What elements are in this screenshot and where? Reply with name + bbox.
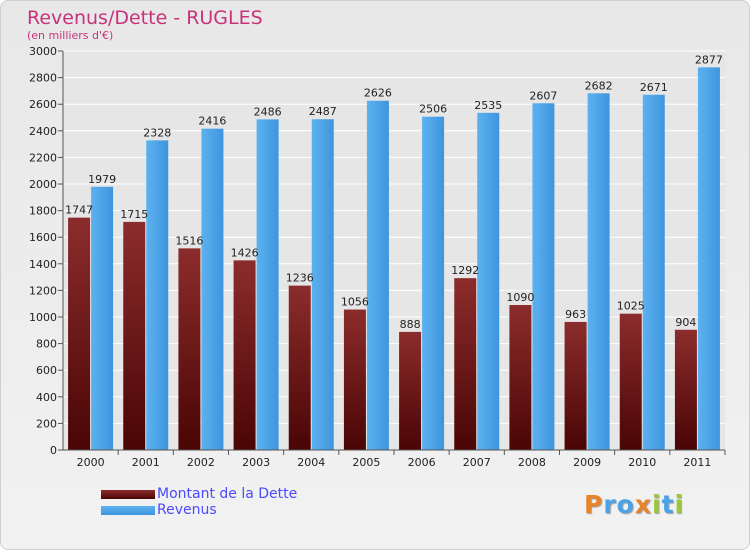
value-label-revenus: 2626 [364, 87, 392, 100]
x-tick-label: 2011 [683, 456, 711, 469]
legend-swatch-revenus [101, 506, 155, 515]
y-tick-label: 600 [36, 364, 57, 377]
x-tick-label: 2003 [242, 456, 270, 469]
bar-revenus [201, 128, 224, 450]
y-tick-label: 1800 [29, 205, 57, 218]
bars-group [68, 67, 720, 451]
x-tick-label: 2002 [187, 456, 215, 469]
plot-background [63, 51, 725, 450]
value-label-dette: 904 [675, 316, 696, 329]
y-tick-label: 1400 [29, 258, 57, 271]
bar-revenus [422, 116, 445, 451]
bar-revenus [587, 93, 610, 450]
x-tick-label: 2000 [77, 456, 105, 469]
value-label-revenus: 2416 [198, 115, 226, 128]
logo-letter: P [584, 490, 604, 519]
logo-letter: i [652, 490, 662, 519]
bar-dette [123, 221, 146, 450]
bar-revenus [697, 67, 720, 450]
bar-dette [619, 313, 642, 450]
bar-revenus [146, 140, 169, 450]
y-tick-label: 2200 [29, 151, 57, 164]
y-tick-label: 0 [50, 444, 57, 457]
value-label-revenus: 2328 [143, 126, 171, 139]
y-tick-label: 800 [36, 338, 57, 351]
x-tick-label: 2006 [408, 456, 436, 469]
logo-letter: r [603, 490, 617, 519]
chart-subtitle: (en milliers d'€) [27, 29, 114, 42]
plot-area [63, 51, 725, 450]
y-tick-label: 1000 [29, 311, 57, 324]
logo-letter: x [634, 490, 652, 519]
bar-dette [288, 285, 311, 450]
y-tick-label: 2800 [29, 72, 57, 85]
bar-dette [509, 305, 532, 450]
bar-dette [68, 217, 91, 450]
bar-revenus [311, 119, 334, 450]
proxiti-logo: Proxiti [584, 490, 684, 519]
value-label-dette: 1747 [65, 204, 93, 217]
logo-letter: i [674, 490, 685, 519]
x-tick-label: 2009 [573, 456, 601, 469]
x-tick-label: 2007 [463, 456, 491, 469]
value-label-revenus: 2682 [585, 79, 613, 92]
value-label-dette: 1025 [617, 300, 645, 313]
bar-revenus [366, 100, 389, 450]
bar-revenus [532, 103, 555, 451]
value-label-dette: 1516 [175, 234, 203, 247]
y-tick-label: 2400 [29, 125, 57, 138]
y-tick-label: 200 [36, 417, 57, 430]
value-label-revenus: 2506 [419, 103, 447, 116]
y-tick-label: 2600 [29, 98, 57, 111]
bar-revenus [91, 186, 114, 450]
bar-dette [178, 248, 201, 450]
value-label-dette: 1056 [341, 296, 369, 309]
x-tick-label: 2010 [628, 456, 656, 469]
bar-dette [343, 309, 366, 450]
x-tick-label: 2008 [518, 456, 546, 469]
legend-swatch-dette [101, 490, 155, 499]
value-label-revenus: 1979 [88, 173, 116, 186]
value-label-dette: 1715 [120, 208, 148, 221]
bar-revenus [477, 112, 500, 450]
x-tick-label: 2001 [132, 456, 160, 469]
value-labels: 1747 1979 1715 2328 1516 2416 1426 2486 1236 2487… [65, 53, 723, 331]
bar-revenus [642, 94, 665, 450]
logo-letter: t [661, 490, 675, 519]
y-tick-label: 400 [36, 391, 57, 404]
bar-revenus [256, 119, 279, 450]
bar-dette [399, 331, 422, 450]
y-tick-label: 1200 [29, 284, 57, 297]
y-tick-label: 3000 [29, 45, 57, 58]
axes: 0 200 400 600 800 1000 1200 1400 1600 1800 2000 220… [29, 45, 726, 469]
value-label-revenus: 2487 [309, 105, 337, 118]
value-label-dette: 1236 [286, 272, 314, 285]
logo-letter: o [616, 490, 635, 519]
value-label-revenus: 2607 [529, 89, 557, 102]
legend-label-revenus: Revenus [157, 502, 217, 518]
value-label-dette: 1426 [231, 246, 259, 259]
value-label-revenus: 2486 [254, 105, 282, 118]
bar-dette [674, 329, 697, 450]
grid-lines [63, 50, 725, 451]
bar-dette [233, 260, 256, 450]
value-label-dette: 1090 [506, 291, 534, 304]
y-tick-label: 1600 [29, 231, 57, 244]
value-label-revenus: 2535 [474, 99, 502, 112]
value-label-dette: 888 [400, 318, 421, 331]
value-label-revenus: 2877 [695, 53, 723, 66]
legend-label-dette: Montant de la Dette [157, 486, 298, 502]
bar-dette [454, 278, 477, 450]
bar-dette [564, 321, 587, 450]
value-label-revenus: 2671 [640, 81, 668, 94]
x-tick-label: 2004 [297, 456, 325, 469]
value-label-dette: 1292 [451, 264, 479, 277]
y-tick-label: 2000 [29, 178, 57, 191]
value-label-dette: 963 [565, 308, 586, 321]
x-tick-label: 2005 [352, 456, 380, 469]
chart-title: Revenus/Dette - RUGLES [27, 7, 263, 29]
